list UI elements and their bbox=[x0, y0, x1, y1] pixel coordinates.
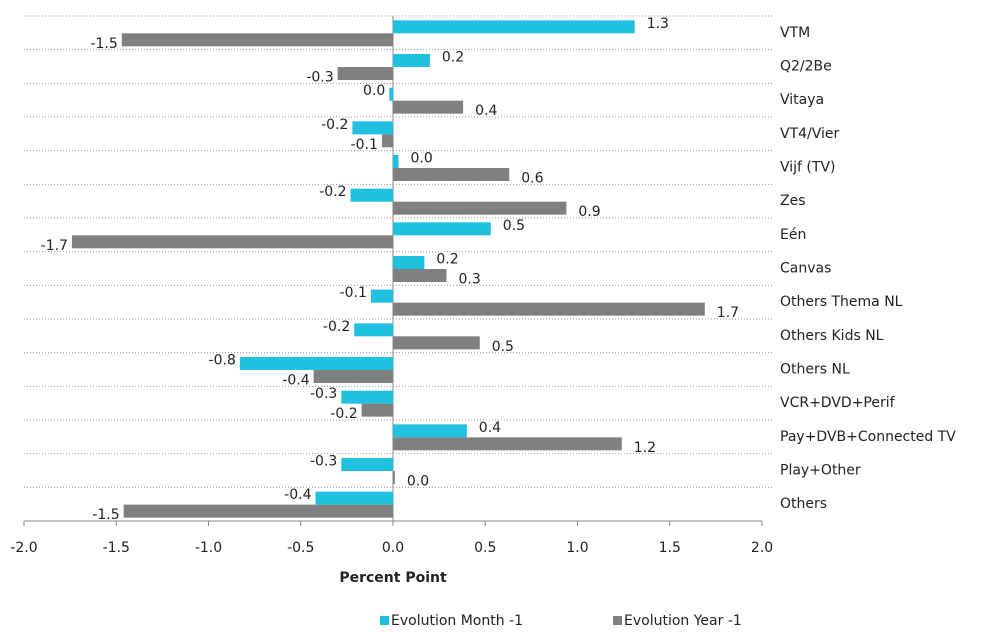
legend-swatch bbox=[613, 616, 622, 625]
value-label: -0.2 bbox=[321, 117, 348, 133]
bar bbox=[341, 458, 393, 471]
bar bbox=[389, 87, 393, 101]
value-label: 0.5 bbox=[503, 218, 525, 234]
x-tick-label: -0.5 bbox=[287, 540, 314, 556]
x-tick-label: -2.0 bbox=[10, 540, 37, 556]
bar bbox=[393, 437, 622, 451]
value-label: 0.0 bbox=[363, 83, 385, 99]
bar bbox=[361, 403, 393, 417]
bar bbox=[393, 54, 430, 67]
value-label: 0.2 bbox=[442, 50, 464, 66]
category-label: Eén bbox=[780, 227, 806, 243]
value-label: 0.4 bbox=[479, 420, 501, 436]
value-label: -0.2 bbox=[330, 406, 357, 422]
value-label: -0.3 bbox=[310, 386, 337, 402]
legend-swatch bbox=[380, 616, 389, 625]
bar bbox=[123, 504, 393, 518]
category-label: Others Thema NL bbox=[780, 294, 903, 310]
category-label: Pay+DVB+Connected TV bbox=[780, 429, 956, 445]
value-label: 0.6 bbox=[521, 171, 543, 187]
bar bbox=[393, 424, 467, 438]
category-label: VT4/Vier bbox=[780, 126, 840, 142]
value-label: 1.7 bbox=[717, 305, 739, 321]
bar bbox=[393, 471, 395, 484]
bar bbox=[381, 134, 393, 148]
value-label: -1.5 bbox=[92, 507, 119, 523]
category-label: VTM bbox=[780, 25, 810, 41]
value-label: -1.7 bbox=[41, 238, 68, 254]
value-label: -0.3 bbox=[306, 70, 333, 86]
value-label: 0.3 bbox=[459, 272, 481, 288]
bar bbox=[393, 100, 464, 114]
value-label: 0.5 bbox=[492, 339, 514, 355]
value-label: -0.4 bbox=[284, 487, 311, 503]
value-label: 1.3 bbox=[647, 16, 669, 32]
x-tick-label: 1.5 bbox=[659, 540, 681, 556]
value-label: 0.4 bbox=[475, 103, 497, 119]
bar bbox=[370, 289, 393, 303]
bar bbox=[393, 302, 705, 316]
category-label: Canvas bbox=[780, 261, 831, 277]
category-label: VCR+DVD+Perif bbox=[780, 395, 896, 411]
category-label: Zes bbox=[780, 193, 806, 209]
value-label: -0.2 bbox=[319, 184, 346, 200]
bar bbox=[393, 269, 447, 282]
bar bbox=[393, 336, 480, 350]
bar bbox=[393, 155, 399, 168]
value-label: -1.5 bbox=[90, 36, 117, 52]
bar bbox=[354, 323, 393, 337]
category-label: Q2/2Be bbox=[780, 59, 832, 75]
value-label: 0.2 bbox=[436, 252, 458, 268]
value-label: 0.9 bbox=[578, 204, 600, 220]
bar bbox=[121, 33, 393, 47]
x-tick-label: -1.5 bbox=[103, 540, 130, 556]
bar bbox=[352, 121, 393, 135]
x-axis-title: Percent Point bbox=[339, 570, 447, 586]
x-tick-label: 2.0 bbox=[751, 540, 773, 556]
value-label: -0.2 bbox=[323, 319, 350, 335]
value-label: -0.4 bbox=[282, 373, 309, 389]
legend-label: Evolution Month -1 bbox=[391, 613, 523, 629]
bar bbox=[341, 390, 393, 404]
value-label: -0.1 bbox=[351, 137, 378, 153]
bar bbox=[393, 20, 635, 34]
value-label: -0.3 bbox=[310, 454, 337, 470]
bar bbox=[393, 168, 510, 181]
x-tick-label: 1.0 bbox=[566, 540, 588, 556]
legend-label: Evolution Year -1 bbox=[624, 613, 742, 629]
category-label: Others NL bbox=[780, 362, 850, 378]
x-tick-label: 0.0 bbox=[382, 540, 404, 556]
bar bbox=[315, 491, 393, 505]
bar bbox=[393, 256, 425, 269]
bar bbox=[71, 235, 393, 249]
category-label: Vijf (TV) bbox=[780, 160, 835, 176]
bar bbox=[393, 222, 491, 236]
category-label: Others Kids NL bbox=[780, 328, 884, 344]
value-label: 0.0 bbox=[407, 474, 429, 490]
category-label: Play+Other bbox=[780, 463, 861, 479]
category-label: Others bbox=[780, 496, 827, 512]
value-label: 0.0 bbox=[411, 151, 433, 167]
bar bbox=[337, 67, 393, 80]
bar bbox=[313, 370, 393, 383]
x-tick-label: 0.5 bbox=[474, 540, 496, 556]
bar bbox=[239, 357, 393, 370]
value-label: 1.2 bbox=[634, 440, 656, 456]
bar bbox=[393, 201, 567, 215]
value-label: -0.1 bbox=[340, 285, 367, 301]
bar bbox=[350, 188, 393, 202]
x-tick-label: -1.0 bbox=[195, 540, 222, 556]
value-label: -0.8 bbox=[209, 353, 236, 369]
category-label: Vitaya bbox=[780, 92, 824, 108]
